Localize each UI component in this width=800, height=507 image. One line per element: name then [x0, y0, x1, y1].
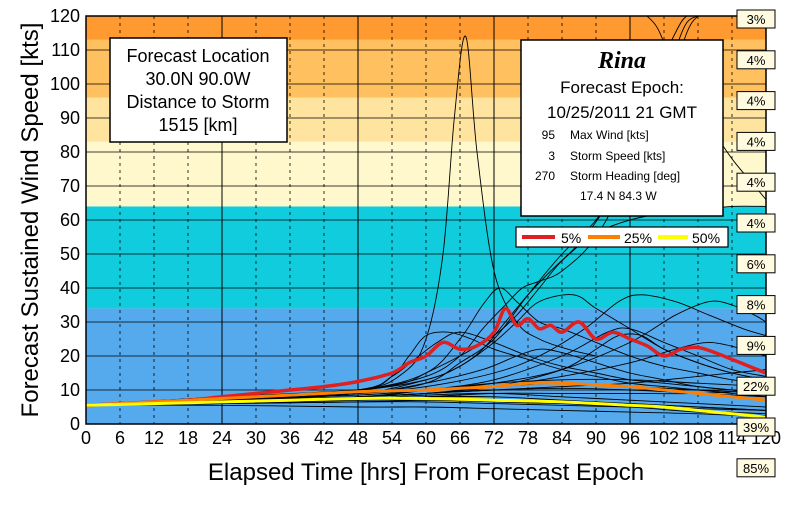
category-prob-box-1 [736, 50, 776, 70]
x-tick-label-8: 48 [348, 428, 368, 448]
ensemble-member-24 [86, 404, 766, 418]
x-tick-label-1: 6 [115, 428, 125, 448]
x-tick-label-4: 24 [212, 428, 232, 448]
x-axis-title: Elapsed Time [hrs] From Forecast Epoch [208, 459, 644, 486]
location-title: Forecast Location [126, 46, 269, 66]
storm-heading-value: 270 [535, 169, 555, 183]
category-prob-box-3 [736, 131, 776, 151]
category-prob-box-6 [736, 254, 776, 274]
location-coords: 30.0N 90.0W [145, 69, 250, 89]
x-tick-label-6: 36 [280, 428, 300, 448]
x-tick-label-14: 84 [552, 428, 572, 448]
y-tick-label-10: 100 [50, 74, 80, 94]
y-tick-label-12: 120 [50, 6, 80, 26]
category-prob-box-10 [736, 417, 776, 437]
percentile-line-25 [86, 381, 766, 407]
x-tick-label-7: 42 [314, 428, 334, 448]
epoch-value: 10/25/2011 21 GMT [547, 103, 697, 122]
y-tick-label-0: 0 [70, 414, 80, 434]
y-tick-labels: 0 10 20 30 40 50 60 70 80 90 100 110 120 [50, 6, 80, 434]
location-info-box: Forecast Location 30.0N 90.0W Distance t… [109, 37, 288, 143]
category-prob-label-1: 4% [747, 53, 766, 68]
x-tick-label-16: 96 [620, 428, 640, 448]
storm-speed-label: Storm Speed [kts] [570, 149, 665, 163]
legend-label-50: 50% [692, 230, 720, 246]
category-probabilities: 3% 4% 4% 4% 4% 4% 6% 8% 9% 22% 39% 85% [736, 9, 776, 478]
category-prob-box-7 [736, 295, 776, 315]
category-prob-box-4 [736, 172, 776, 192]
max-wind-value: 95 [542, 128, 556, 142]
legend-label-5: 5% [561, 230, 581, 246]
y-axis-title: Forecast Sustained Wind Speed [kts] [17, 23, 44, 418]
x-tick-label-0: 0 [81, 428, 91, 448]
x-tick-label-15: 90 [586, 428, 606, 448]
x-tick-label-2: 12 [144, 428, 164, 448]
x-tick-label-13: 78 [518, 428, 538, 448]
x-tick-label-10: 60 [416, 428, 436, 448]
y-tick-label-2: 20 [60, 346, 80, 366]
ensemble-member-26 [86, 378, 766, 406]
max-wind-label: Max Wind [kts] [570, 128, 649, 142]
intensity-band-5 [86, 16, 766, 40]
category-prob-box-11 [736, 458, 776, 478]
category-prob-label-10: 39% [743, 420, 769, 435]
x-tick-label-9: 54 [382, 428, 402, 448]
category-prob-label-11: 85% [743, 461, 769, 476]
category-prob-box-0 [736, 9, 776, 29]
y-tick-label-11: 110 [51, 40, 80, 60]
y-tick-label-8: 80 [60, 142, 80, 162]
legend: 5% 25% 50% [515, 226, 729, 248]
category-prob-label-6: 6% [747, 257, 766, 272]
x-tick-label-11: 66 [450, 428, 470, 448]
distance-value: 1515 [km] [158, 115, 237, 135]
category-prob-label-4: 4% [747, 175, 766, 190]
y-tick-label-9: 90 [60, 108, 80, 128]
category-prob-label-3: 4% [747, 134, 766, 149]
epoch-label: Forecast Epoch: [560, 78, 684, 97]
category-prob-label-8: 9% [747, 338, 766, 353]
percentile-line-50 [86, 396, 766, 419]
distance-title: Distance to Storm [126, 92, 269, 112]
x-tick-label-18: 108 [683, 428, 713, 448]
storm-name: Rina [597, 48, 646, 74]
percentile-lines [86, 306, 766, 419]
category-prob-label-2: 4% [747, 94, 766, 109]
x-tick-label-5: 30 [246, 428, 266, 448]
category-prob-label-7: 8% [747, 298, 766, 313]
y-tick-label-1: 10 [60, 380, 80, 400]
ensemble-member-9 [86, 331, 766, 406]
y-tick-label-7: 70 [60, 176, 80, 196]
category-prob-label-9: 22% [743, 379, 769, 394]
category-prob-label-0: 3% [747, 12, 766, 27]
x-tick-label-3: 18 [178, 428, 198, 448]
percentile-line-5 [86, 306, 766, 408]
y-tick-label-5: 50 [60, 244, 80, 264]
y-tick-label-3: 30 [60, 312, 80, 332]
legend-label-25: 25% [624, 230, 652, 246]
x-tick-labels: 0 6 12 18 24 30 36 42 48 54 60 66 72 78 84 90 96 102 108 11… [81, 428, 781, 448]
storm-position: 17.4 N 84.3 W [580, 189, 657, 203]
x-tick-label-17: 102 [649, 428, 679, 448]
y-tick-label-4: 40 [60, 278, 80, 298]
storm-heading-label: Storm Heading [deg] [570, 169, 680, 183]
storm-info-box: Rina Forecast Epoch: 10/25/2011 21 GMT 9… [520, 39, 724, 217]
x-tick-label-12: 72 [484, 428, 504, 448]
category-prob-label-5: 4% [747, 216, 766, 231]
category-prob-box-5 [736, 213, 776, 233]
category-prob-box-2 [736, 91, 776, 111]
category-prob-box-8 [736, 335, 776, 355]
ensemble-member-13 [86, 348, 766, 406]
category-prob-box-9 [736, 376, 776, 396]
storm-speed-value: 3 [548, 149, 555, 163]
y-tick-label-6: 60 [60, 210, 80, 230]
